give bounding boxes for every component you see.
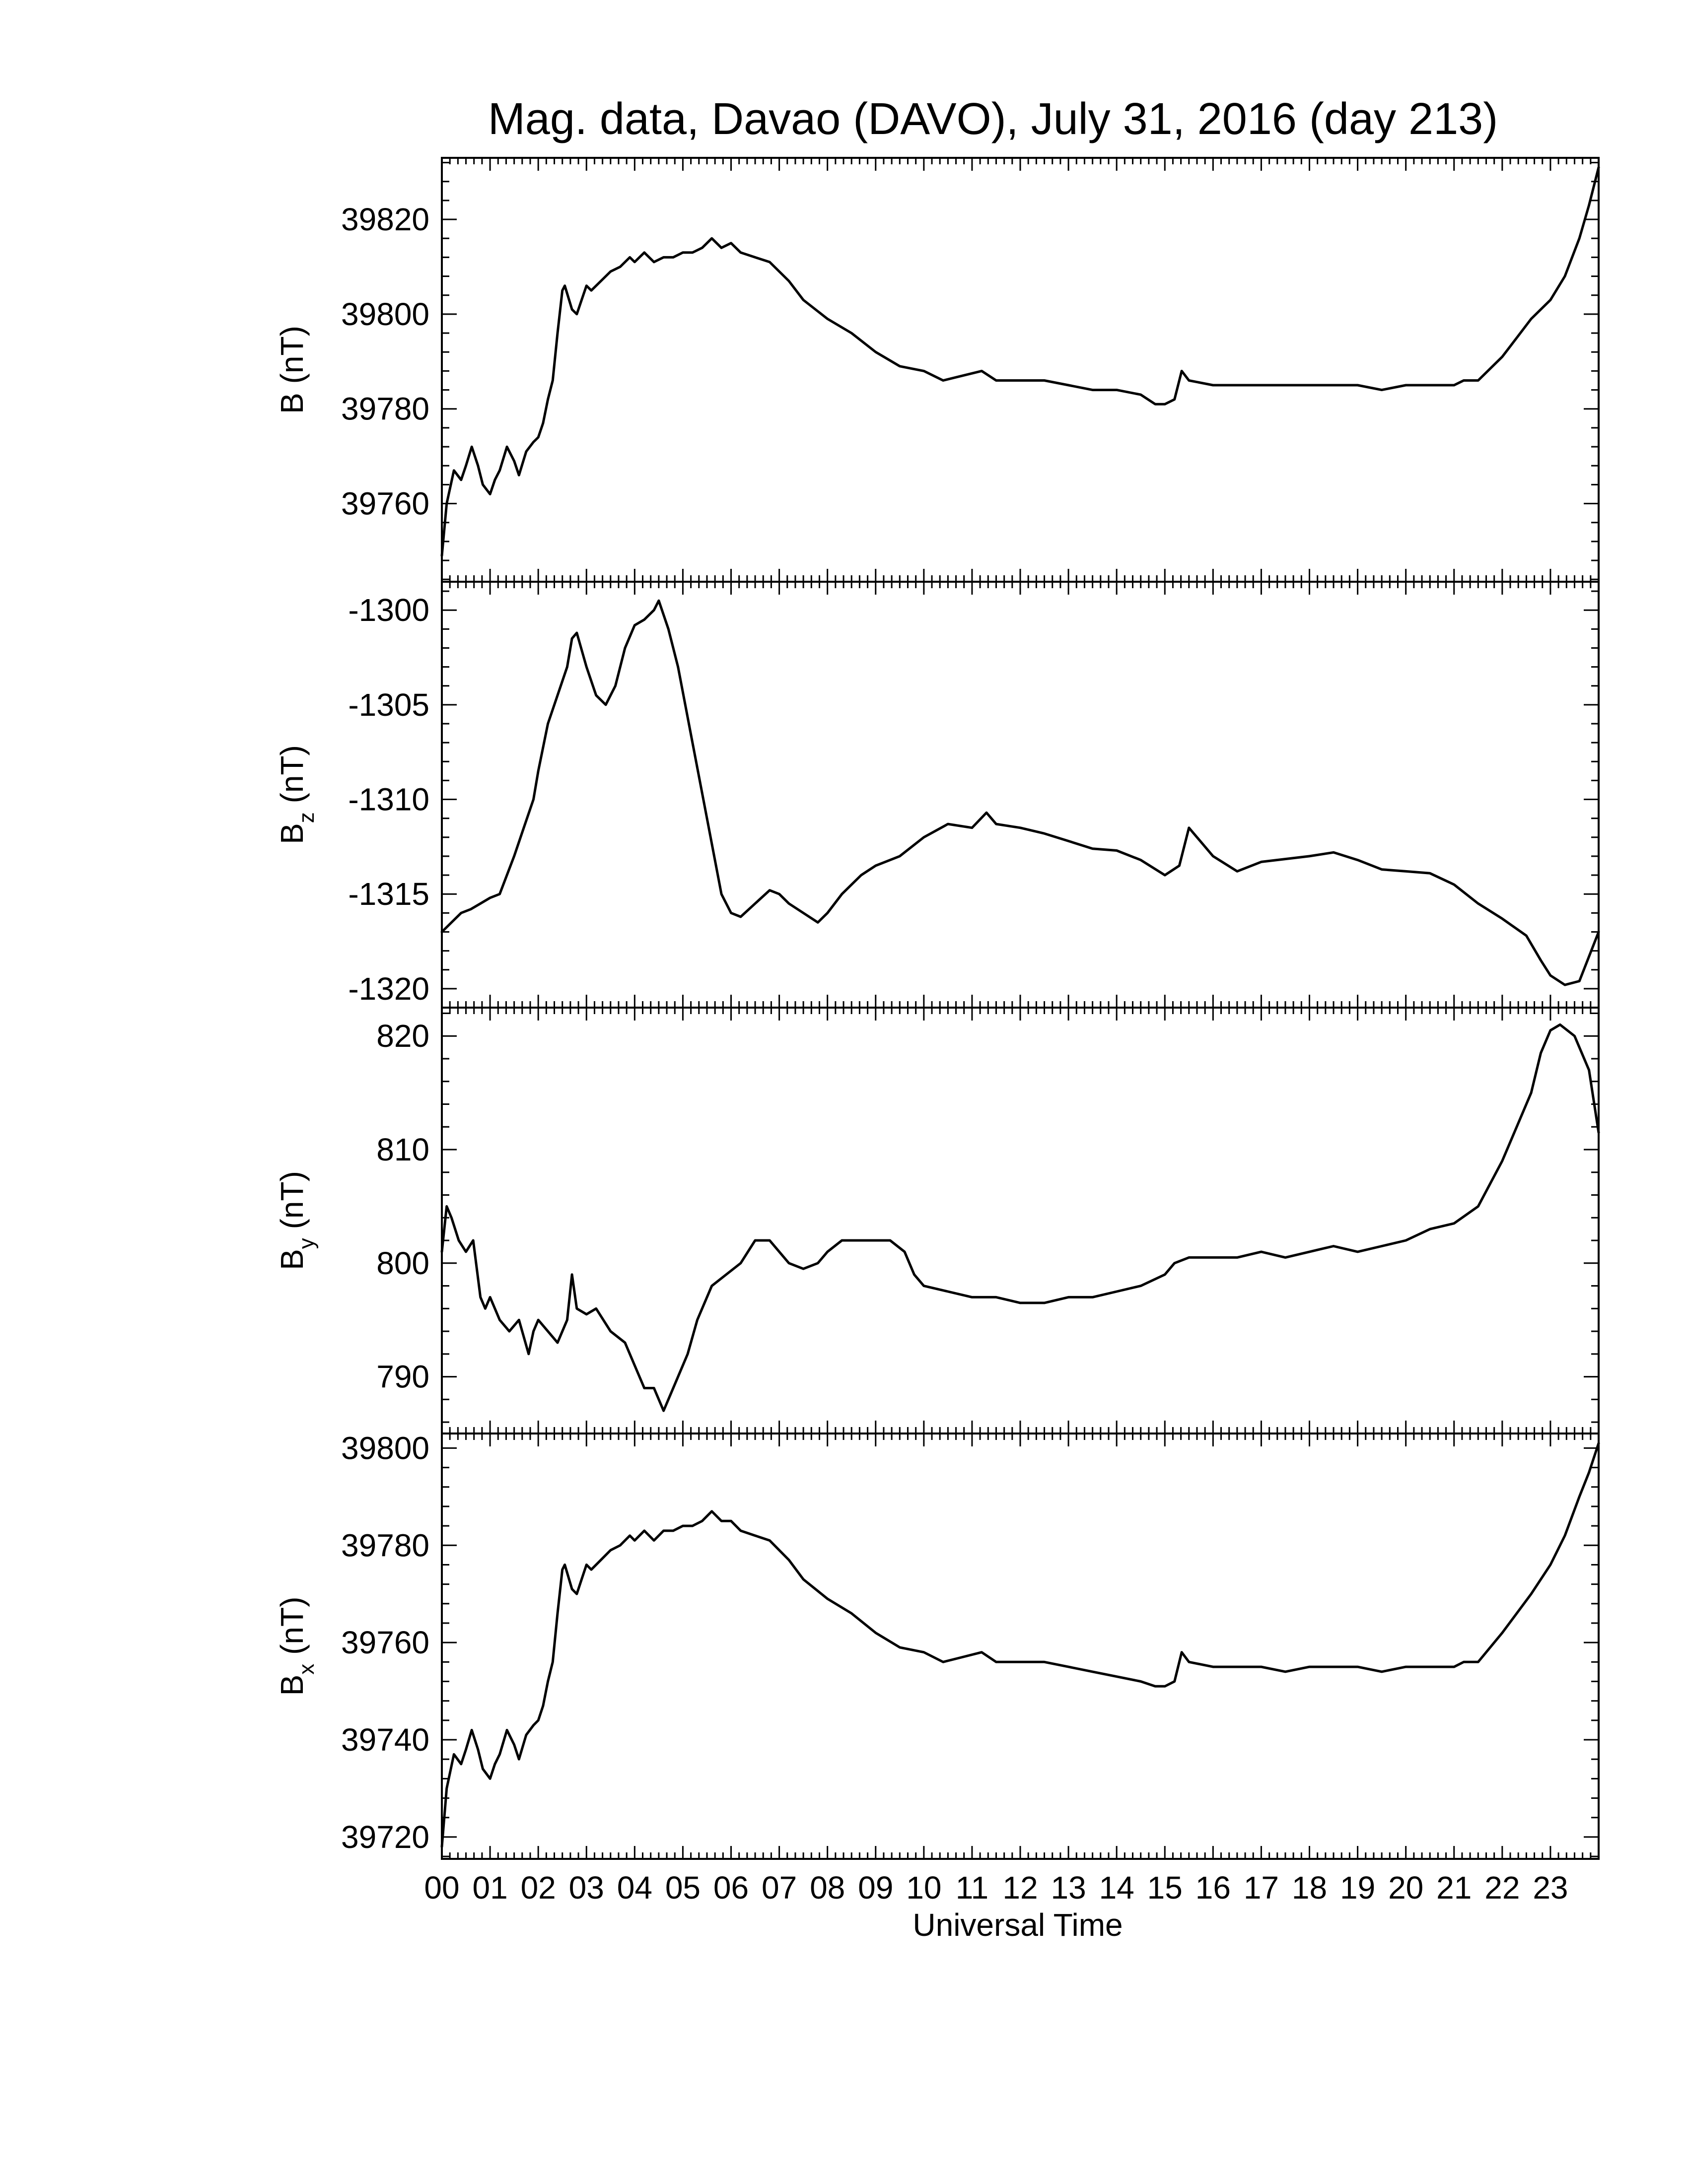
chart-title: Mag. data, Davao (DAVO), July 31, 2016 (… [488,94,1498,144]
y-tick-label: -1310 [348,782,429,818]
x-tick-label: 12 [1002,1870,1038,1906]
y-axis-label-unit: (nT) [274,1597,310,1664]
y-tick-label: 39720 [341,1819,429,1855]
x-tick-label: 15 [1147,1870,1183,1906]
y-tick-label: 39820 [341,202,429,237]
y-tick-label: 39800 [341,296,429,332]
x-tick-label: 09 [858,1870,893,1906]
series-line-Bx [440,1442,1600,1848]
x-tick-label: 14 [1099,1870,1134,1906]
y-axis-label-subscript: x [294,1664,319,1675]
x-tick-label: 05 [665,1870,701,1906]
x-tick-label: 10 [906,1870,941,1906]
x-tick-labels: 00 01 02 03 04 05 06 07 08 09 10 11 12 13 14 15 16 17 18 19… [424,1870,1568,1906]
panel-B: 39760 39780 39800 39820 B (nT) [274,157,1600,583]
y-tick-label: -1300 [348,592,429,628]
panels: 39760 39780 39800 39820 B (nT) -1300 -1305 -131… [274,157,1600,1860]
y-tick-label: 39760 [341,486,429,522]
y-tick-label: -1320 [348,971,429,1007]
y-tick-label: 810 [376,1132,429,1167]
x-tick-label: 11 [956,1870,988,1906]
x-tick-label: 17 [1244,1870,1279,1906]
y-tick-label: 39760 [341,1625,429,1660]
x-tick-label: 23 [1533,1870,1568,1906]
y-axis-label-main: B [274,393,310,414]
series-line-Bz [440,599,1600,986]
x-tick-label: 03 [569,1870,604,1906]
y-tick-label: 790 [376,1359,429,1395]
y-axis-label-main: B [274,823,310,844]
x-tick-label: 02 [521,1870,556,1906]
panel-Bz: -1300 -1305 -1310 -1315 -1320 Bz (nT) [274,581,1600,1009]
x-tick-label: 19 [1340,1870,1375,1906]
y-tick-label: -1315 [348,876,429,912]
x-axis-label: Universal Time [913,1907,1123,1943]
x-tick-label: 06 [713,1870,749,1906]
y-axis-label: By (nT) [274,1171,319,1270]
y-axis-label: B (nT) [274,326,310,414]
y-axis-label-subscript: z [294,812,319,823]
x-tick-label: 07 [762,1870,797,1906]
x-tick-label: 00 [424,1870,459,1906]
x-tick-label: 04 [617,1870,652,1906]
y-tick-label: 39740 [341,1722,429,1758]
series-line-By [440,1023,1600,1412]
y-tick-label: 820 [376,1018,429,1054]
y-tick-label: -1305 [348,687,429,723]
x-tick-label: 16 [1196,1870,1231,1906]
y-axis-label: Bz (nT) [274,745,319,844]
y-axis-label-main: B [274,1249,310,1270]
y-tick-label: 39780 [341,1527,429,1563]
x-tick-label: 08 [810,1870,845,1906]
y-tick-label: 800 [376,1245,429,1281]
y-axis-label-subscript: y [294,1238,319,1249]
x-tick-label: 13 [1051,1870,1086,1906]
x-tick-label: 22 [1484,1870,1520,1906]
y-axis-label-unit: (nT) [274,326,310,393]
y-tick-label: 39800 [341,1430,429,1466]
y-axis-label: Bx (nT) [274,1597,319,1696]
x-tick-label: 20 [1388,1870,1423,1906]
panel-Bx: 39720 39740 39760 39780 39800 Bx (nT) [274,1430,1600,1860]
y-tick-label: 39780 [341,391,429,427]
x-tick-label: 21 [1436,1870,1472,1906]
panel-By: 790 800 810 820 By (nT) [274,1007,1600,1434]
y-axis-label-unit: (nT) [274,1171,310,1238]
y-axis-label-main: B [274,1675,310,1696]
series-line-B [440,166,1600,557]
x-tick-label: 18 [1292,1870,1327,1906]
x-tick-label: 01 [472,1870,507,1906]
y-axis-label-unit: (nT) [274,745,310,812]
